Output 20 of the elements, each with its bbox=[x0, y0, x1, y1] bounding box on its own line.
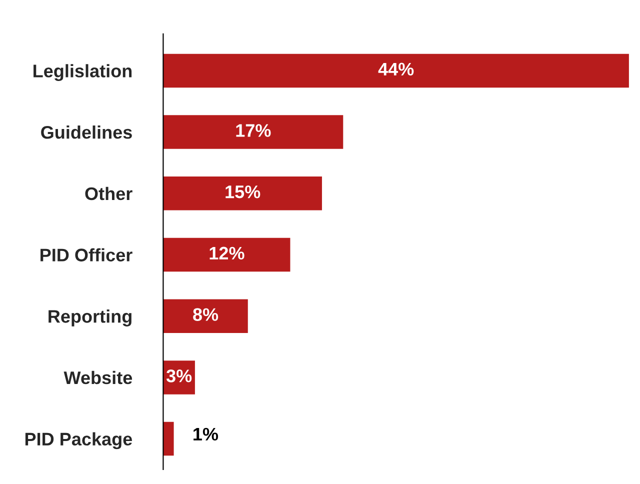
y-tick-label: Reporting bbox=[48, 310, 132, 326]
data-label: 3% bbox=[166, 370, 192, 382]
data-label: 12% bbox=[210, 246, 244, 260]
data-label: 17% bbox=[236, 124, 271, 137]
data-label: 44% bbox=[378, 62, 414, 76]
bar bbox=[163, 422, 174, 456]
bar bbox=[163, 176, 322, 210]
y-tick-label: PID Package bbox=[25, 432, 132, 450]
data-label: 8% bbox=[193, 308, 218, 321]
bar bbox=[163, 54, 629, 88]
y-tick-label: Leglislation bbox=[34, 64, 132, 82]
data-label: 1% bbox=[194, 428, 218, 441]
y-tick-label: Guidelines bbox=[41, 126, 132, 139]
bar bbox=[163, 299, 248, 333]
data-label: 15% bbox=[226, 186, 260, 198]
y-tick-label: Other bbox=[85, 186, 132, 200]
y-tick-label: Website bbox=[64, 370, 132, 384]
bar bbox=[163, 115, 344, 149]
bar bbox=[163, 238, 290, 272]
y-tick-label: PID Officer bbox=[40, 248, 132, 262]
